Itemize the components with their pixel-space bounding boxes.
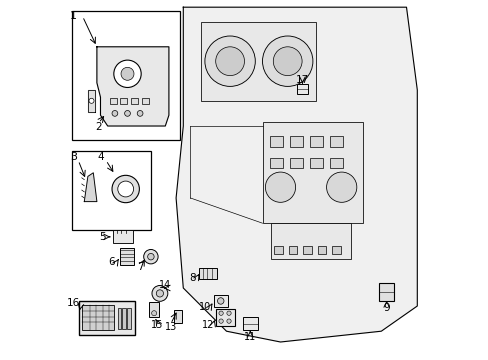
Bar	[331, 246, 340, 254]
Bar	[199, 268, 216, 279]
Text: 17: 17	[295, 75, 308, 85]
Bar	[309, 136, 322, 147]
Circle shape	[137, 111, 142, 116]
Text: 11: 11	[244, 332, 256, 342]
Circle shape	[326, 172, 356, 202]
Bar	[113, 230, 133, 243]
Bar	[215, 309, 235, 326]
Circle shape	[124, 111, 130, 116]
Bar	[270, 136, 283, 147]
Bar	[72, 11, 179, 140]
Circle shape	[262, 36, 312, 86]
Bar	[303, 246, 311, 254]
Bar	[271, 223, 350, 259]
Bar	[289, 136, 303, 147]
Bar	[289, 158, 303, 168]
Circle shape	[114, 60, 141, 87]
Circle shape	[89, 98, 94, 103]
Circle shape	[112, 111, 118, 116]
Bar	[329, 158, 342, 168]
Text: 5: 5	[99, 232, 105, 242]
Polygon shape	[84, 173, 97, 202]
Bar	[131, 98, 138, 104]
Text: 16: 16	[67, 298, 80, 308]
Text: 8: 8	[188, 273, 195, 283]
Bar	[142, 98, 149, 104]
Text: 2: 2	[95, 122, 102, 132]
Text: 15: 15	[151, 320, 163, 330]
Bar	[79, 301, 134, 335]
Polygon shape	[97, 47, 168, 126]
Circle shape	[265, 172, 295, 202]
Circle shape	[215, 47, 244, 76]
Bar	[296, 84, 307, 94]
Bar	[149, 302, 159, 317]
Bar	[109, 98, 117, 104]
Circle shape	[217, 298, 224, 304]
Text: 3: 3	[70, 152, 77, 162]
Circle shape	[273, 47, 302, 76]
Circle shape	[152, 285, 167, 301]
Text: 14: 14	[158, 280, 170, 291]
Bar	[262, 122, 363, 223]
Text: 12: 12	[202, 320, 214, 330]
Circle shape	[118, 181, 133, 197]
Bar	[270, 158, 283, 168]
Bar	[122, 308, 126, 329]
Circle shape	[151, 311, 156, 316]
Text: 9: 9	[383, 303, 389, 313]
Bar	[201, 22, 316, 101]
Text: 10: 10	[198, 302, 211, 312]
Bar	[329, 136, 342, 147]
Bar	[242, 317, 257, 330]
Bar	[118, 308, 121, 329]
Circle shape	[219, 311, 223, 315]
Bar	[81, 305, 114, 330]
Bar	[72, 151, 151, 230]
Circle shape	[156, 290, 163, 297]
Bar	[309, 158, 322, 168]
Bar	[274, 246, 283, 254]
Text: 7: 7	[137, 262, 144, 272]
Bar	[379, 283, 393, 301]
Bar	[120, 248, 134, 265]
Bar	[213, 295, 227, 307]
Bar	[288, 246, 297, 254]
Circle shape	[121, 67, 134, 80]
Text: 4: 4	[97, 152, 103, 162]
Circle shape	[112, 175, 139, 203]
Bar	[127, 308, 130, 329]
Text: 1: 1	[70, 11, 77, 21]
Polygon shape	[88, 90, 95, 112]
Circle shape	[219, 319, 223, 323]
Circle shape	[147, 253, 154, 260]
Bar	[317, 246, 325, 254]
Circle shape	[204, 36, 255, 86]
Polygon shape	[176, 7, 416, 342]
Bar	[174, 310, 181, 323]
Text: 13: 13	[164, 321, 177, 332]
Circle shape	[143, 249, 158, 264]
Circle shape	[226, 319, 231, 323]
Text: 6: 6	[108, 257, 115, 267]
Bar	[120, 98, 127, 104]
Circle shape	[226, 311, 231, 315]
